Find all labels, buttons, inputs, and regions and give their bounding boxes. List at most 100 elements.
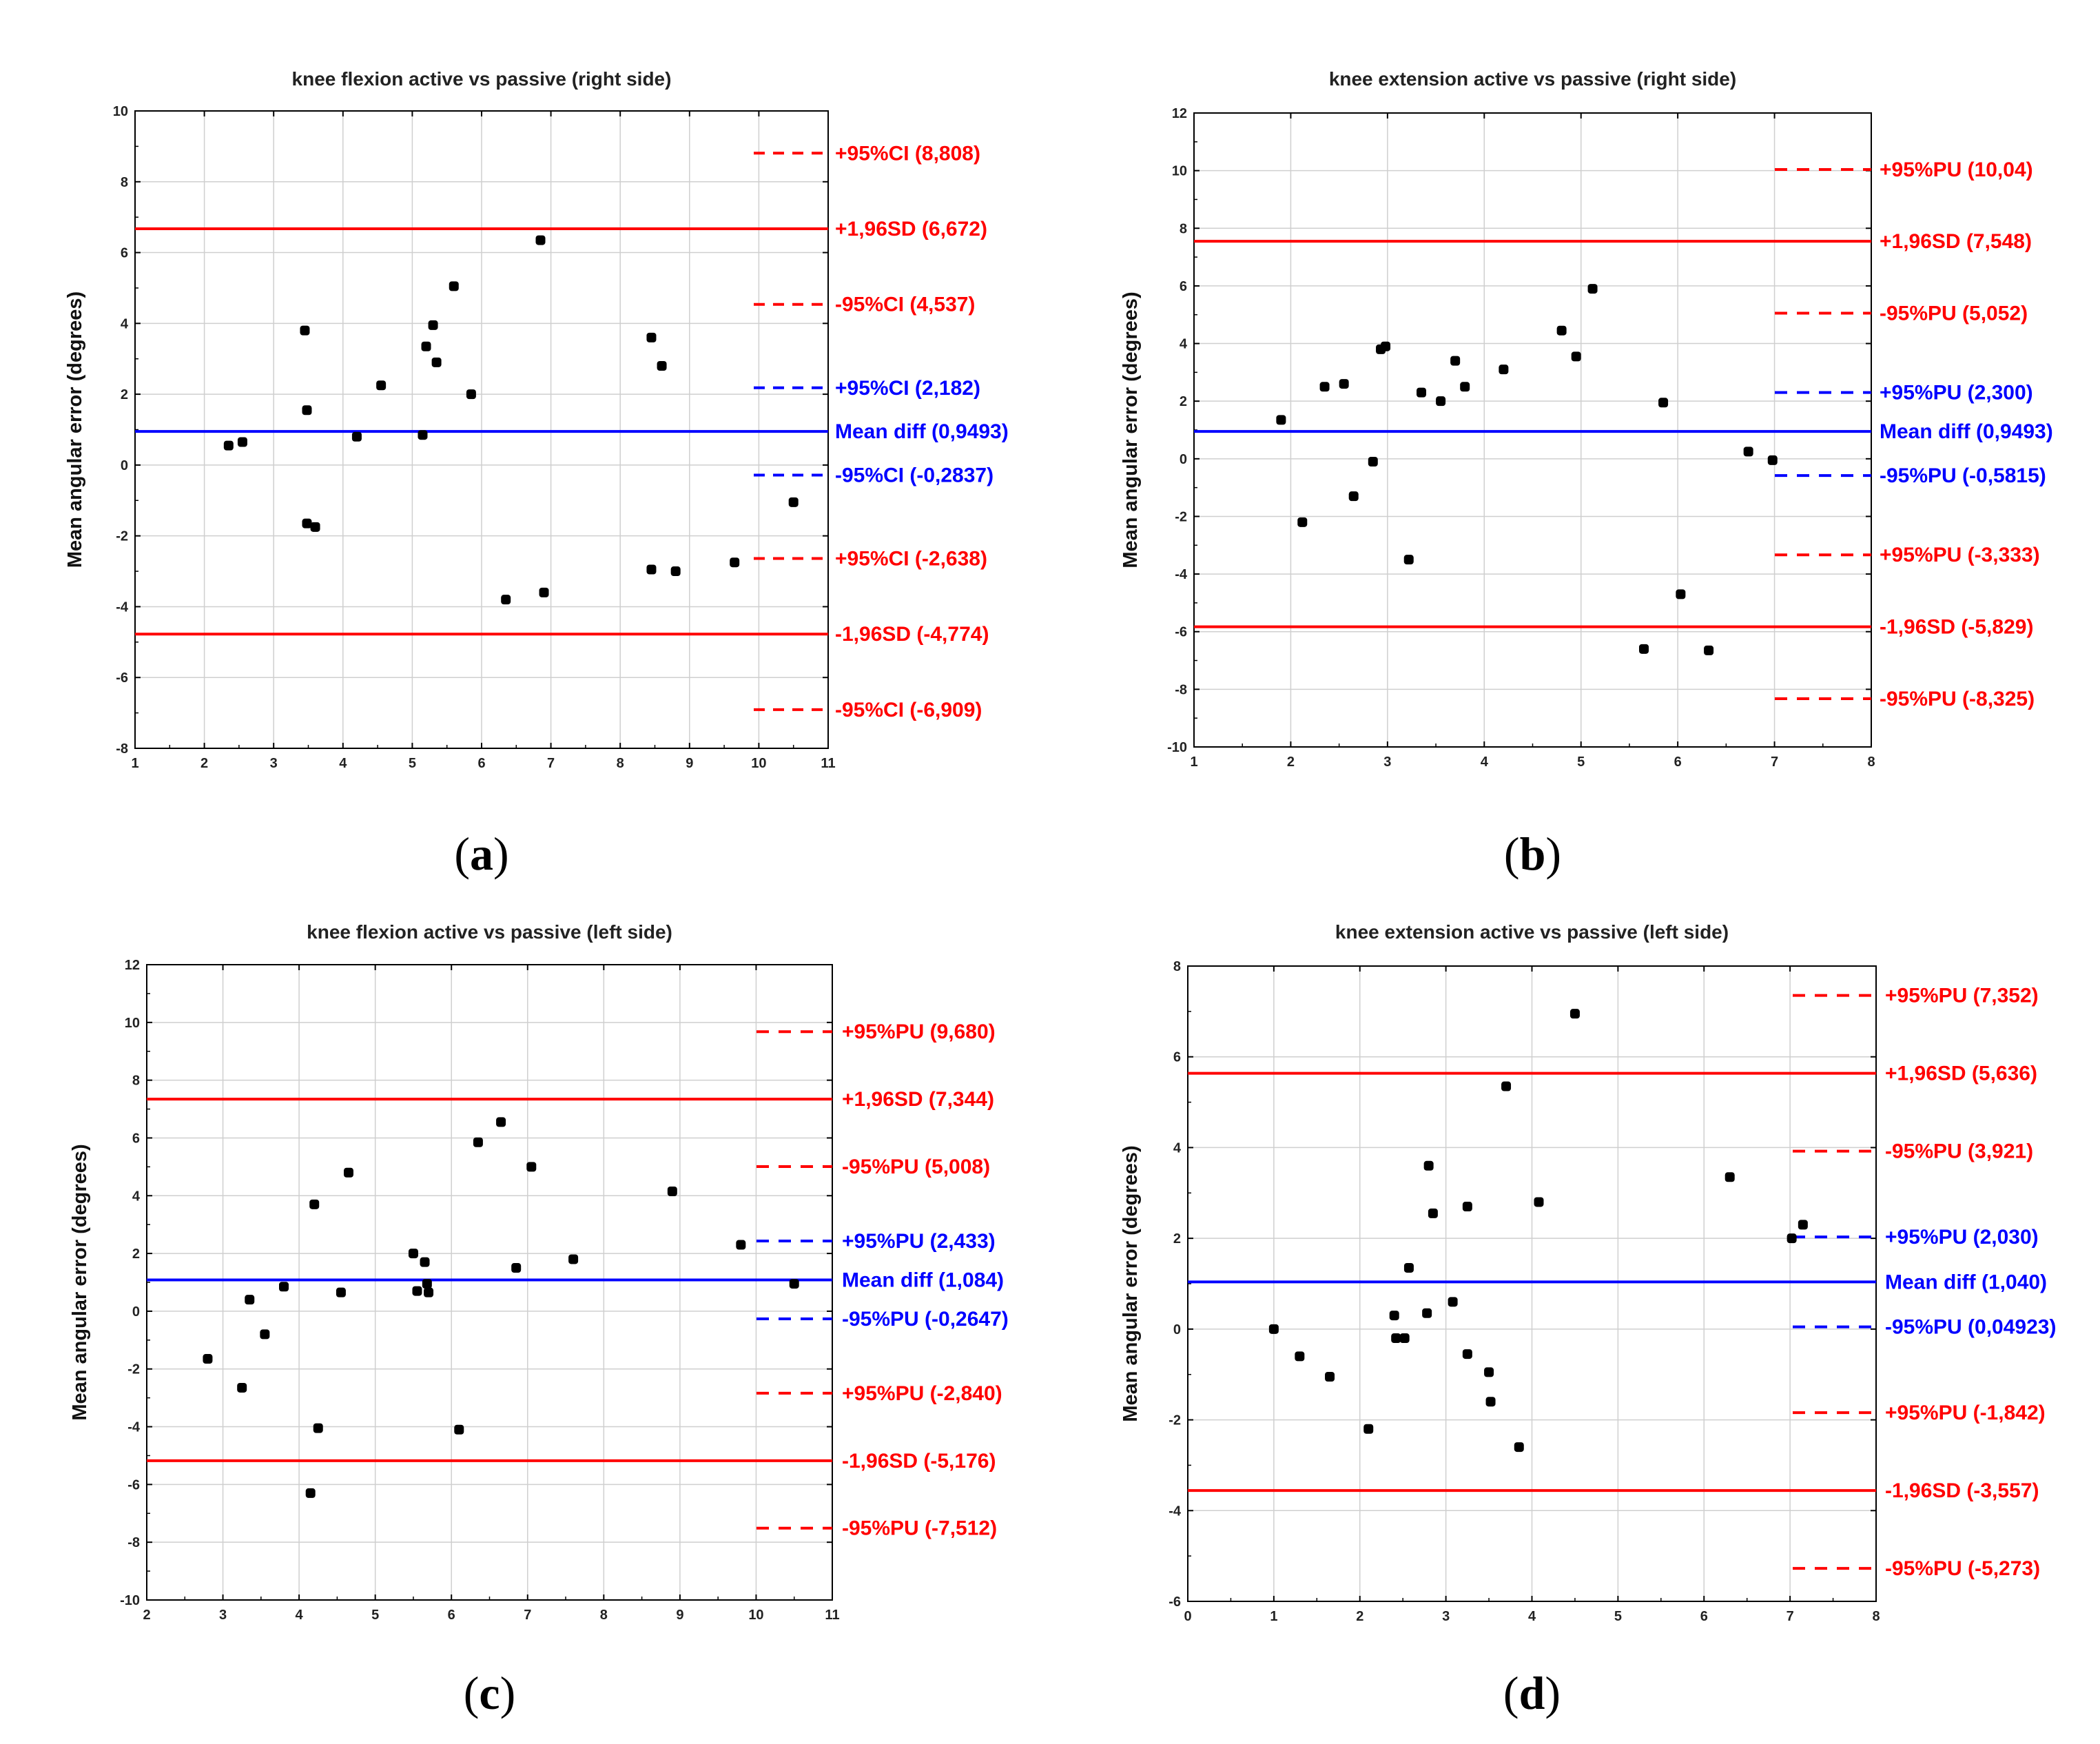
data-point [428, 320, 438, 330]
reference-line-label: -95%PU (-0,5815) [1880, 464, 2046, 487]
x-tick-label: 8 [600, 1608, 608, 1623]
data-point [1422, 1308, 1432, 1318]
data-point [1325, 1372, 1335, 1382]
x-tick-label: 8 [1867, 755, 1875, 770]
data-point [1295, 1351, 1305, 1362]
data-point [420, 1257, 430, 1267]
y-tick-label: 8 [132, 1074, 140, 1089]
data-point [336, 1287, 346, 1297]
data-point [526, 1162, 537, 1172]
x-tick-label: 4 [1481, 755, 1489, 770]
data-point [1403, 555, 1414, 565]
chart-panel-c: 2 3 4 5 6 7 8 9 10 11 -10 -8 -6 -4 -2 0 2 4 6 8 10 12 knee fle… [69, 921, 1009, 1719]
data-point [736, 1240, 746, 1250]
panel-label: (d) [1503, 1667, 1561, 1719]
x-tick-label: 5 [1614, 1609, 1622, 1624]
reference-line-label: +95%PU (7,352) [1885, 985, 2039, 1007]
reference-line-label: +95%CI (-2,638) [835, 547, 987, 570]
data-point [309, 1199, 320, 1209]
reference-line-label: +95%PU (-3,333) [1880, 544, 2040, 566]
y-tick-label: 4 [132, 1189, 141, 1204]
y-axis-label: Mean angular error (degrees) [64, 291, 86, 568]
y-tick-label: -4 [1169, 1504, 1182, 1519]
data-point [646, 332, 657, 342]
data-point [237, 1382, 247, 1393]
data-point [1428, 1208, 1438, 1218]
y-tick-label: 4 [1173, 1140, 1182, 1156]
data-point [1381, 341, 1391, 351]
x-tick-label: 6 [448, 1608, 455, 1623]
y-tick-label: 2 [121, 387, 128, 402]
data-point [1534, 1197, 1544, 1207]
reference-line-label: -95%PU (-5,273) [1885, 1557, 2040, 1580]
chart-title: knee flexion active vs passive (right si… [292, 68, 672, 90]
data-point [1462, 1349, 1472, 1360]
reference-line-label: Mean diff (1,040) [1885, 1271, 2047, 1293]
data-point [1276, 415, 1286, 425]
x-tick-label: 5 [371, 1608, 379, 1623]
x-tick-label: 3 [219, 1608, 227, 1623]
y-tick-label: 8 [1173, 959, 1181, 974]
y-tick-label: -8 [127, 1535, 140, 1550]
y-tick-label: 12 [125, 958, 140, 973]
x-tick-label: 5 [409, 756, 416, 771]
reference-line-label: -95%CI (-0,2837) [835, 464, 994, 486]
y-tick-label: 2 [132, 1247, 140, 1262]
data-point [279, 1282, 289, 1292]
reference-line-label: +95%PU (-2,840) [842, 1382, 1002, 1405]
reference-line-label: +95%PU (2,433) [842, 1230, 996, 1253]
y-tick-label: -2 [1175, 509, 1187, 524]
y-tick-label: 8 [121, 175, 128, 190]
y-tick-label: -2 [127, 1362, 140, 1377]
y-tick-label: 12 [1172, 106, 1187, 121]
y-tick-label: 6 [121, 246, 128, 261]
data-point [1501, 1081, 1512, 1091]
x-tick-label: 4 [1528, 1609, 1536, 1624]
x-tick-label: 6 [1700, 1609, 1708, 1624]
y-tick-label: 4 [121, 316, 129, 331]
reference-line-label: -95%PU (5,052) [1880, 302, 2028, 325]
data-point [245, 1295, 255, 1305]
reference-line-label: +95%CI (2,182) [835, 377, 980, 400]
data-point [466, 389, 476, 400]
y-tick-label: -4 [1175, 567, 1188, 582]
data-point [1676, 589, 1686, 599]
y-tick-label: -6 [1175, 625, 1187, 640]
x-tick-label: 2 [143, 1608, 150, 1623]
y-tick-label: -2 [1169, 1413, 1181, 1428]
reference-line-label: +1,96SD (7,548) [1880, 230, 2032, 253]
x-tick-label: 7 [1787, 1609, 1794, 1624]
x-tick-label: 9 [686, 756, 693, 771]
data-point [1460, 382, 1470, 392]
data-point [302, 518, 312, 529]
y-tick-label: 4 [1180, 337, 1188, 352]
y-tick-label: -6 [116, 670, 128, 686]
reference-line-label: +1,96SD (7,344) [842, 1088, 994, 1111]
data-point [260, 1329, 270, 1340]
x-tick-label: 3 [270, 756, 278, 771]
reference-line-label: -1,96SD (-3,557) [1885, 1479, 2039, 1502]
data-point [343, 1167, 353, 1178]
data-point [1363, 1424, 1374, 1434]
y-tick-label: 6 [132, 1131, 140, 1146]
data-point [1787, 1233, 1797, 1244]
data-point [422, 1279, 432, 1289]
reference-line-label: +1,96SD (6,672) [835, 218, 987, 240]
y-tick-label: 0 [1173, 1322, 1181, 1337]
data-point [1423, 1160, 1434, 1171]
chart-title: knee extension active vs passive (left s… [1335, 921, 1729, 943]
data-point [418, 430, 428, 440]
y-tick-label: 0 [132, 1304, 140, 1320]
x-tick-label: 5 [1577, 755, 1585, 770]
data-point [1450, 356, 1461, 366]
reference-line-label: Mean diff (0,9493) [835, 420, 1009, 443]
reference-line-label: +95%CI (8,808) [835, 142, 980, 165]
x-tick-label: 1 [131, 756, 138, 771]
x-tick-label: 1 [1190, 755, 1197, 770]
y-tick-label: -8 [1175, 682, 1187, 697]
y-tick-label: -6 [1169, 1594, 1181, 1610]
data-point [1448, 1297, 1458, 1307]
y-tick-label: 0 [1180, 452, 1187, 467]
chart-panel-a: 1 2 3 4 5 6 7 8 9 10 11 -8 -6 -4 -2 0 2 4 6 8 10 knee flexion… [64, 68, 1009, 880]
